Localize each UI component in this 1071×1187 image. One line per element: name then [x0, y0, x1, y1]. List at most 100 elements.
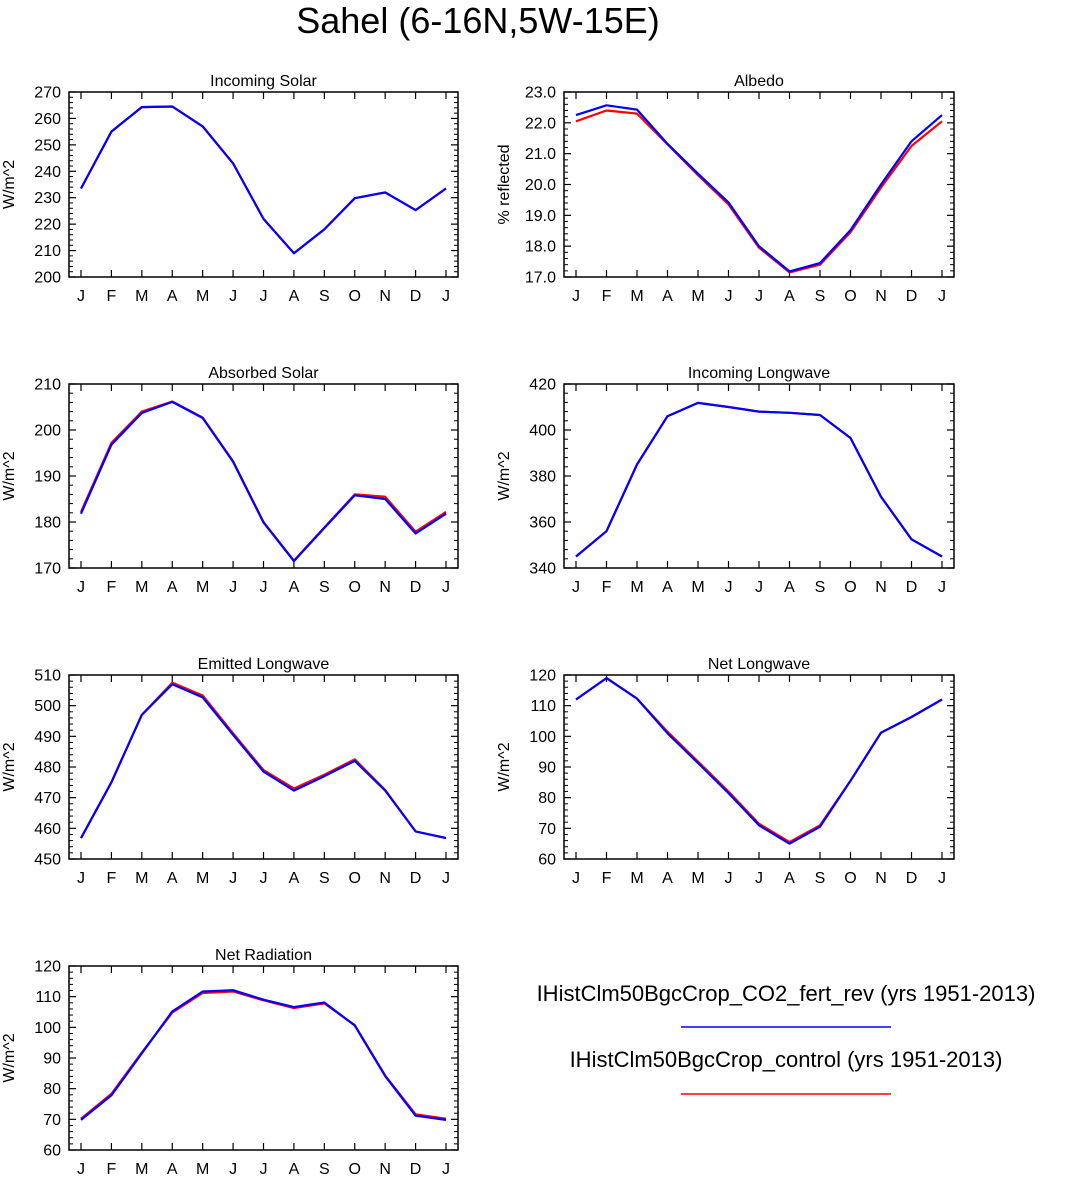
emitted-longwave-x-tick-label: J: [229, 870, 237, 887]
albedo-x-tick-label: N: [875, 288, 887, 305]
absorbed-solar-series-line-control: [79, 400, 447, 562]
net-longwave-y-tick-label: 110: [530, 698, 556, 715]
incoming-longwave-y-tick-label: 420: [529, 377, 556, 394]
net-radiation-y-tick-label: 80: [43, 1081, 61, 1098]
incoming-solar-title: Incoming Solar: [210, 73, 317, 90]
albedo-x-tick-label: J: [755, 288, 763, 305]
absorbed-solar-x-tick-label: M: [135, 579, 148, 596]
absorbed-solar-x-tick-label: S: [319, 579, 330, 596]
net-longwave-x-tick-label: J: [938, 870, 946, 887]
incoming-longwave-x-tick-label: D: [906, 579, 918, 596]
incoming-solar-series-line-co2-fert-rev: [80, 105, 447, 255]
albedo-y-tick-label: 22.0: [525, 115, 556, 132]
incoming-longwave-x-tick-label: A: [662, 579, 673, 596]
emitted-longwave-title: Emitted Longwave: [198, 656, 330, 673]
emitted-longwave-y-tick-label: 470: [34, 790, 61, 807]
incoming-solar-x-tick-label: J: [229, 288, 237, 305]
albedo-x-tick-label: J: [572, 288, 580, 305]
absorbed-solar-x-tick-label: A: [167, 579, 178, 596]
emitted-longwave-x-tick-label: A: [167, 870, 178, 887]
incoming-longwave-x-tick-label: F: [602, 579, 612, 596]
net-longwave-x-tick-label: N: [875, 870, 887, 887]
emitted-longwave-y-tick-label: 490: [34, 729, 61, 746]
emitted-longwave-y-axis-label: W/m^2: [1, 742, 18, 791]
net-longwave-title: Net Longwave: [708, 656, 810, 673]
net-radiation-x-tick-label: J: [442, 1161, 450, 1178]
emitted-longwave-y-tick-label: 460: [34, 821, 61, 838]
albedo-x-tick-label: M: [630, 288, 643, 305]
absorbed-solar-series-line-co2-fert-rev: [79, 400, 447, 563]
net-radiation-panel: Net Radiation W/m^2 60 70 80 90 100 110 120 J F M A M…: [1, 947, 459, 1178]
albedo-y-tick-label: 21.0: [525, 146, 556, 163]
incoming-longwave-x-tick-label: A: [784, 579, 795, 596]
net-radiation-y-axis-label: W/m^2: [1, 1033, 18, 1082]
absorbed-solar-x-tick-label: F: [107, 579, 117, 596]
incoming-solar-y-tick-label: 230: [34, 190, 61, 207]
absorbed-solar-x-tick-label: J: [442, 579, 450, 596]
incoming-solar-x-tick-label: J: [260, 288, 268, 305]
incoming-longwave-y-tick-label: 340: [529, 561, 556, 578]
incoming-solar-y-tick-label: 240: [34, 164, 61, 181]
net-radiation-series-line-control: [80, 990, 447, 1120]
net-longwave-y-tick-label: 80: [538, 790, 556, 807]
net-radiation-x-tick-label: J: [229, 1161, 237, 1178]
emitted-longwave-x-tick-label: J: [442, 870, 450, 887]
incoming-solar-x-tick-label: S: [319, 288, 330, 305]
net-radiation-y-tick-label: 70: [43, 1112, 61, 1129]
incoming-solar-x-tick-label: A: [289, 288, 300, 305]
incoming-solar-x-tick-label: O: [349, 288, 361, 305]
net-longwave-y-tick-label: 60: [538, 852, 556, 869]
net-longwave-x-tick-label: S: [815, 870, 826, 887]
emitted-longwave-y-tick-label: 450: [34, 852, 61, 869]
incoming-longwave-x-tick-label: S: [815, 579, 826, 596]
incoming-solar-x-tick-label: F: [107, 288, 117, 305]
emitted-longwave-y-tick-label: 510: [34, 668, 61, 685]
emitted-longwave-x-tick-label: J: [260, 870, 268, 887]
incoming-solar-x-tick-label: J: [77, 288, 85, 305]
albedo-x-tick-label: J: [938, 288, 946, 305]
emitted-longwave-series-line-co2-fert-rev: [80, 683, 447, 840]
absorbed-solar-y-tick-label: 210: [34, 377, 61, 394]
absorbed-solar-x-tick-label: O: [349, 579, 361, 596]
incoming-solar-y-tick-label: 260: [34, 111, 61, 128]
incoming-solar-y-tick-label: 220: [34, 217, 61, 234]
absorbed-solar-x-tick-label: A: [289, 579, 300, 596]
emitted-longwave-x-tick-label: N: [379, 870, 391, 887]
incoming-longwave-y-tick-label: 400: [529, 423, 556, 440]
net-radiation-y-tick-label: 90: [43, 1051, 61, 1068]
net-longwave-y-tick-label: 120: [529, 668, 556, 685]
incoming-longwave-x-tick-label: O: [844, 579, 856, 596]
incoming-solar-y-tick-label: 270: [34, 85, 61, 102]
incoming-solar-x-tick-label: M: [196, 288, 209, 305]
albedo-series-line-control: [575, 109, 943, 274]
emitted-longwave-x-tick-label: S: [319, 870, 330, 887]
albedo-title: Albedo: [734, 73, 784, 90]
net-longwave-x-tick-label: A: [662, 870, 673, 887]
incoming-solar-x-tick-label: A: [167, 288, 178, 305]
albedo-x-tick-label: O: [844, 288, 856, 305]
net-radiation-plot-frame: [68, 965, 459, 1151]
absorbed-solar-x-tick-label: J: [260, 579, 268, 596]
net-radiation-x-tick-label: A: [289, 1161, 300, 1178]
albedo-panel: Albedo % reflected 17.0 18.0 19.0 20.0 21.0 22.…: [496, 73, 955, 305]
emitted-longwave-panel: Emitted Longwave W/m^2 450 460 470 480 490 500 5…: [1, 656, 459, 887]
absorbed-solar-x-tick-label: D: [410, 579, 422, 596]
emitted-longwave-y-tick-label: 480: [34, 760, 61, 777]
net-longwave-plot-frame: [563, 674, 955, 860]
net-radiation-y-tick-label: 100: [34, 1020, 61, 1037]
albedo-plot-frame: [563, 91, 955, 278]
absorbed-solar-y-tick-label: 170: [34, 561, 61, 578]
net-radiation-x-tick-label: D: [410, 1161, 422, 1178]
legend-label-co2-fert-rev: IHistClm50BgcCrop_CO2_fert_rev (yrs 1951…: [537, 981, 1036, 1006]
emitted-longwave-x-tick-label: M: [196, 870, 209, 887]
emitted-longwave-plot-frame: [68, 674, 459, 860]
incoming-longwave-x-tick-label: M: [630, 579, 643, 596]
incoming-longwave-x-tick-label: J: [725, 579, 733, 596]
albedo-series-line-co2-fert-rev: [575, 104, 943, 273]
net-radiation-x-tick-label: F: [107, 1161, 117, 1178]
absorbed-solar-x-tick-label: M: [196, 579, 209, 596]
net-longwave-x-tick-label: M: [630, 870, 643, 887]
incoming-solar-x-tick-label: M: [135, 288, 148, 305]
net-longwave-x-tick-label: J: [572, 870, 580, 887]
